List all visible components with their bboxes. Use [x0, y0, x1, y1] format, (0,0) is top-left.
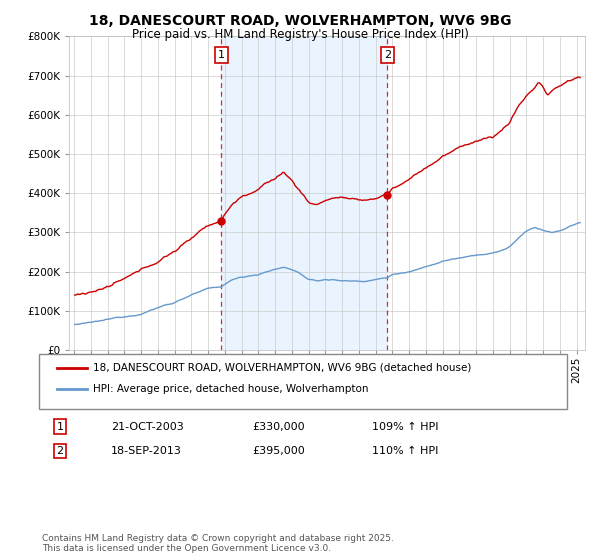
Bar	[221, 36, 388, 350]
Text: Price paid vs. HM Land Registry's House Price Index (HPI): Price paid vs. HM Land Registry's House …	[131, 28, 469, 41]
Text: £395,000: £395,000	[252, 446, 305, 456]
Text: 2: 2	[384, 50, 391, 60]
Text: 18, DANESCOURT ROAD, WOLVERHAMPTON, WV6 9BG (detached house): 18, DANESCOURT ROAD, WOLVERHAMPTON, WV6 …	[93, 363, 472, 373]
Text: 109% ↑ HPI: 109% ↑ HPI	[372, 422, 439, 432]
Text: 1: 1	[56, 422, 64, 432]
Text: 1: 1	[218, 50, 225, 60]
Text: Contains HM Land Registry data © Crown copyright and database right 2025.: Contains HM Land Registry data © Crown c…	[42, 534, 394, 543]
Text: 2: 2	[56, 446, 64, 456]
Text: 110% ↑ HPI: 110% ↑ HPI	[372, 446, 439, 456]
Text: HPI: Average price, detached house, Wolverhampton: HPI: Average price, detached house, Wolv…	[93, 384, 368, 394]
Text: 18, DANESCOURT ROAD, WOLVERHAMPTON, WV6 9BG: 18, DANESCOURT ROAD, WOLVERHAMPTON, WV6 …	[89, 14, 511, 28]
Text: 21-OCT-2003: 21-OCT-2003	[111, 422, 184, 432]
Text: £330,000: £330,000	[252, 422, 305, 432]
Text: 18-SEP-2013: 18-SEP-2013	[111, 446, 182, 456]
Text: This data is licensed under the Open Government Licence v3.0.: This data is licensed under the Open Gov…	[42, 544, 331, 553]
